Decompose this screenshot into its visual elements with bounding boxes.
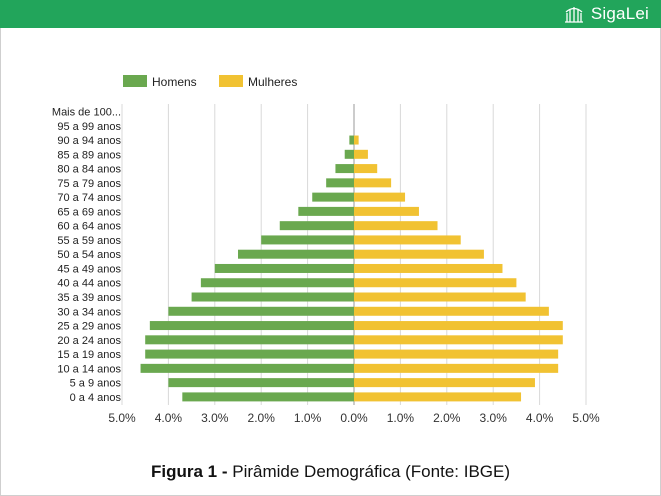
x-tick-label: 4.0% [155, 411, 183, 425]
bar-homens [298, 206, 354, 216]
bar-homens [335, 164, 354, 174]
legend-label: Homens [152, 75, 197, 89]
bar-homens [326, 178, 354, 188]
bar-mulheres [354, 363, 559, 373]
bar-mulheres [354, 135, 359, 145]
bar-mulheres [354, 263, 503, 273]
bar-homens [168, 306, 354, 316]
bar-homens [140, 363, 354, 373]
figure-caption: Figura 1 - Pirâmide Demográfica (Fonte: … [0, 462, 661, 482]
y-category-label: 20 a 24 anos [57, 335, 121, 347]
bar-homens [214, 263, 354, 273]
y-category-label: 45 a 49 anos [57, 263, 121, 275]
header-bar: SigaLei [0, 0, 661, 28]
y-category-label: 5 a 9 anos [70, 378, 122, 390]
bar-homens [191, 292, 354, 302]
bar-homens [168, 378, 354, 388]
bar-homens [349, 135, 354, 145]
y-category-label: 10 a 14 anos [57, 363, 121, 375]
bar-mulheres [354, 392, 522, 402]
y-category-label: 85 a 89 anos [57, 149, 121, 161]
bar-homens [145, 335, 354, 345]
bar-mulheres [354, 292, 526, 302]
y-category-label: 60 a 64 anos [57, 221, 121, 233]
brand-name: SigaLei [590, 4, 649, 23]
y-category-label: 70 a 74 anos [57, 192, 121, 204]
bar-mulheres [354, 378, 535, 388]
bar-homens [279, 221, 354, 231]
bar-mulheres [354, 221, 438, 231]
x-tick-label: 2.0% [433, 411, 461, 425]
y-category-label: 65 a 69 anos [57, 206, 121, 218]
x-tick-label: 4.0% [526, 411, 554, 425]
bar-mulheres [354, 235, 461, 245]
x-tick-label: 3.0% [201, 411, 229, 425]
y-category-label: 95 a 99 anos [57, 121, 121, 133]
bar-mulheres [354, 321, 563, 331]
y-category-label: 90 a 94 anos [57, 135, 121, 147]
bar-homens [182, 392, 354, 402]
y-category-label: 80 a 84 anos [57, 164, 121, 176]
x-tick-label: 1.0% [294, 411, 322, 425]
y-category-label: 25 a 29 anos [57, 321, 121, 333]
y-category-label: 40 a 44 anos [57, 278, 121, 290]
x-tick-label: 1.0% [387, 411, 415, 425]
brand[interactable]: SigaLei [563, 3, 649, 25]
y-category-label: Mais de 100... [52, 107, 121, 119]
bar-mulheres [354, 206, 419, 216]
y-category-label: 15 a 19 anos [57, 349, 121, 361]
x-tick-label: 0.0% [340, 411, 368, 425]
bar-homens [238, 249, 354, 259]
y-category-label: 50 a 54 anos [57, 249, 121, 261]
y-category-label: 30 a 34 anos [57, 306, 121, 318]
bar-mulheres [354, 149, 368, 159]
bar-homens [261, 235, 354, 245]
x-tick-label: 5.0% [108, 411, 136, 425]
population-pyramid-chart: 5.0% 4.0% 3.0% 2.0% 1.0% 0.0% 1.0% 2.0% 3.0% 4.0%… [52, 75, 600, 425]
legend-label: Mulheres [248, 75, 297, 89]
x-tick-label: 3.0% [480, 411, 508, 425]
legend-swatch [123, 75, 147, 87]
x-tick-label: 5.0% [572, 411, 600, 425]
y-category-label: 35 a 39 anos [57, 292, 121, 304]
bar-homens [344, 149, 354, 159]
bar-homens [149, 321, 354, 331]
bar-mulheres [354, 278, 517, 288]
bar-homens [312, 192, 354, 202]
building-columns-icon [564, 7, 583, 23]
y-category-label: 55 a 59 anos [57, 235, 121, 247]
bar-mulheres [354, 164, 378, 174]
bar-homens [145, 349, 354, 359]
bar-homens [200, 278, 354, 288]
legend-swatch [219, 75, 243, 87]
bar-mulheres [354, 306, 549, 316]
bar-mulheres [354, 192, 406, 202]
bar-mulheres [354, 249, 484, 259]
bar-mulheres [354, 335, 563, 345]
caption-text: Pirâmide Demográfica (Fonte: IBGE) [227, 462, 510, 481]
bar-mulheres [354, 349, 559, 359]
caption-label: Figura 1 - [151, 462, 228, 481]
bar-mulheres [354, 178, 392, 188]
y-category-label: 75 a 79 anos [57, 178, 121, 190]
x-tick-label: 2.0% [248, 411, 276, 425]
y-category-label: 0 a 4 anos [70, 392, 122, 404]
